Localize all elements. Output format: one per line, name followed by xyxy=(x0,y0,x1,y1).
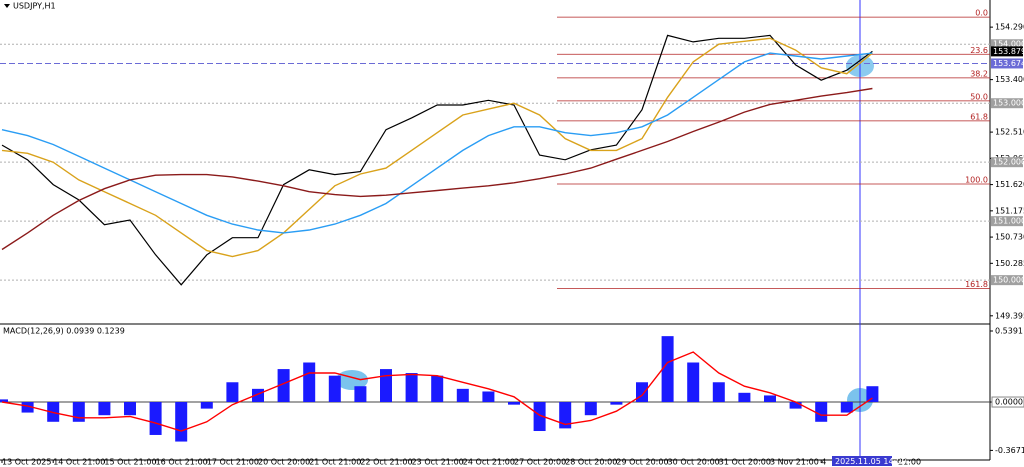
level-label: 152.000 xyxy=(993,158,1024,167)
histogram-bar xyxy=(21,402,34,413)
histogram-bar xyxy=(738,392,751,403)
histogram-bar xyxy=(175,402,188,442)
series-line xyxy=(1,37,873,258)
fib-label: 61.8 xyxy=(970,112,988,121)
histogram-bar xyxy=(226,382,239,403)
histogram-bar xyxy=(712,382,725,403)
fib-label: 50.0 xyxy=(970,92,988,101)
symbol-menu-icon[interactable] xyxy=(4,4,10,8)
y-tick-label: -0.3671 xyxy=(995,446,1024,455)
x-tick-label: 22 Oct 21:00 xyxy=(360,458,412,467)
histogram-bar xyxy=(149,402,162,435)
x-tick-label: 31 Oct 20:00 xyxy=(719,458,771,467)
histogram-bar xyxy=(328,375,341,403)
histogram-bar xyxy=(456,388,469,403)
level-label: 154.000 xyxy=(993,40,1024,49)
y-tick-label: 152.510 xyxy=(995,128,1024,137)
y-tick-label: 0.5391 xyxy=(995,326,1023,335)
histogram-bar xyxy=(840,402,853,413)
x-tick-label: 13 Oct 2025 xyxy=(2,458,51,467)
crosshair-time-box xyxy=(832,456,892,466)
histogram-bar xyxy=(789,402,802,409)
x-tick-label: 20 Oct 20:00 xyxy=(258,458,310,467)
histogram-bar xyxy=(687,362,700,403)
histogram-bar xyxy=(98,402,111,416)
series-line xyxy=(1,87,873,251)
histogram-bar xyxy=(866,386,879,403)
x-tick-label: 3 Nov 21:00 xyxy=(770,458,819,467)
level-label: 153.000 xyxy=(993,99,1024,108)
level-label-box xyxy=(991,98,1023,109)
histogram-bar xyxy=(200,402,213,409)
y-tick-label: 154.290 xyxy=(995,23,1024,32)
series-line xyxy=(1,34,873,286)
histogram-bar xyxy=(584,402,597,416)
histogram-bar xyxy=(303,362,316,403)
crosshair-time-label: 2025.11.05 14:00 xyxy=(835,457,906,466)
fib-label: 23.6 xyxy=(970,46,988,55)
histogram-bar xyxy=(508,402,520,405)
level-label-box xyxy=(991,216,1023,227)
series-line xyxy=(1,52,873,234)
series-line xyxy=(1,351,873,432)
x-tick-label: 4 xyxy=(821,458,826,467)
fib-label: 38.2 xyxy=(970,69,988,78)
level-label: 151.000 xyxy=(993,217,1024,226)
y-tick-label: 151.175 xyxy=(995,206,1024,215)
indicator-title: MACD(12,26,9) 0.0939 0.1239 xyxy=(3,327,125,336)
zero-label-box xyxy=(991,396,1024,408)
histogram-bar xyxy=(405,373,418,403)
x-tick-label: 30 Oct 20:00 xyxy=(668,458,720,467)
alert-label-box xyxy=(991,58,1023,69)
x-tick-label: 24 Oct 21:00 xyxy=(463,458,515,467)
x-tick-label: 14 Oct 21:00 xyxy=(53,458,105,467)
histogram-bar xyxy=(482,391,495,403)
histogram-bar xyxy=(815,402,828,422)
y-tick-label: 150.730 xyxy=(995,233,1024,242)
histogram-bar xyxy=(277,369,290,403)
histogram-bar xyxy=(559,402,572,429)
histogram-bar xyxy=(636,382,648,403)
x-tick-label: 21 Oct 21:00 xyxy=(309,458,361,467)
x-tick-label: 29 Oct 20:00 xyxy=(616,458,668,467)
chart-title: USDJPY,H1 xyxy=(13,2,56,11)
fib-label: 161.8 xyxy=(965,280,988,289)
level-label-box xyxy=(991,275,1023,286)
fib-label: 0.0 xyxy=(975,9,988,18)
y-tick-label: 151.620 xyxy=(995,180,1024,189)
x-tick-label: 17 Oct 21:00 xyxy=(207,458,259,467)
x-tick-label: 15 Oct 21:00 xyxy=(104,458,156,467)
y-tick-label: 149.395 xyxy=(995,311,1024,320)
histogram-bar xyxy=(610,402,623,405)
histogram-bar xyxy=(354,386,367,403)
histogram-bar xyxy=(764,395,776,403)
x-tick-label: 28 Oct 20:00 xyxy=(565,458,617,467)
current-price-label: 153.879 xyxy=(993,47,1024,56)
y-tick-label: 0.0000 xyxy=(995,398,1023,407)
x-tick-label: 27 Oct 20:00 xyxy=(514,458,566,467)
histogram-bar xyxy=(380,369,392,403)
level-label-box xyxy=(991,157,1023,168)
fib-label: 100.0 xyxy=(965,176,988,185)
histogram-bar xyxy=(431,375,444,403)
y-tick-label: 150.285 xyxy=(995,259,1024,268)
histogram-bar xyxy=(124,402,136,416)
histogram-bar xyxy=(661,336,674,403)
alert-label: 153.674 xyxy=(993,59,1024,68)
x-tick-label: 21:00 xyxy=(898,458,921,467)
x-tick-label: 23 Oct 21:00 xyxy=(412,458,464,467)
y-tick-label: 153.400 xyxy=(995,75,1024,84)
histogram-bar xyxy=(0,399,8,403)
histogram-bar xyxy=(533,402,546,432)
histogram-bar xyxy=(72,402,85,422)
plot-layer: 13 Oct 2025 14 Oct 21:00 15 Oct 21:00 16 Oc… xyxy=(0,9,1024,467)
level-label-box xyxy=(991,39,1023,50)
level-label: 150.000 xyxy=(993,276,1024,285)
x-tick-label: 16 Oct 21:00 xyxy=(156,458,208,467)
current-price-box xyxy=(991,46,1023,57)
